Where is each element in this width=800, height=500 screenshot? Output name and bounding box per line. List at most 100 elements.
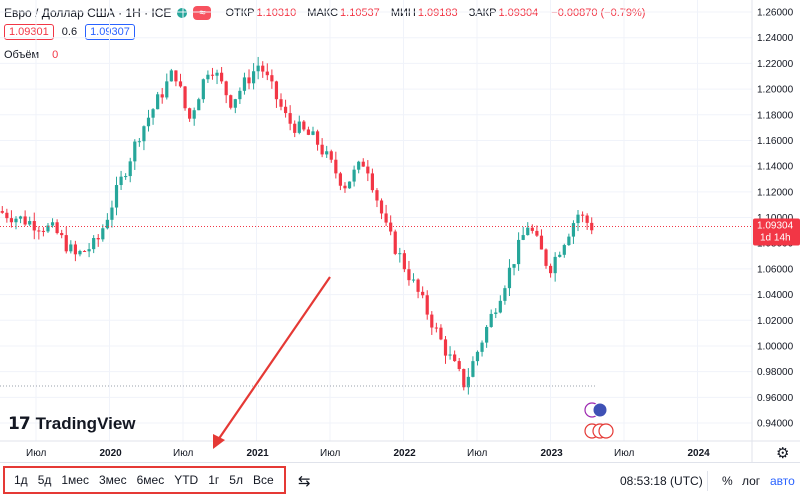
candle-body: [407, 269, 411, 281]
candle-body: [352, 169, 356, 182]
candle-body: [548, 265, 553, 274]
volume-legend: Объём 0: [4, 49, 58, 61]
candle-body: [343, 185, 347, 189]
ohlc-change-value: −0.00870 (−0.79%): [551, 7, 646, 19]
candle-body: [114, 185, 119, 208]
time-tick-label: Июл: [467, 448, 487, 459]
gear-icon[interactable]: ⚙: [776, 445, 790, 462]
candle-body: [128, 161, 132, 177]
volume-label[interactable]: Объём: [4, 49, 40, 61]
candle-body: [434, 327, 438, 329]
ohlc-close-value: 1.09304: [498, 7, 539, 19]
range-button-1m[interactable]: 1мес: [61, 473, 89, 487]
candle-body: [183, 86, 187, 109]
range-button-1y[interactable]: 1г: [208, 473, 220, 487]
flag-marker-icon[interactable]: [598, 423, 614, 439]
time-tick-label: Июл: [320, 448, 340, 459]
ohlc-values: ОТКР 1.10310 МАКС 1.10537 МИН 1.09183 ЗАКР 1…: [225, 7, 653, 19]
candle-body: [165, 81, 169, 98]
time-tick-label: 2024: [688, 448, 711, 459]
candle-body: [18, 216, 23, 219]
candle-body: [206, 74, 210, 80]
range-button-all[interactable]: Все: [252, 473, 274, 487]
price-tick-label: 1.04000: [757, 290, 794, 301]
compare-icon[interactable]: ⇆: [298, 473, 311, 490]
sell-price-button[interactable]: 1.09301: [4, 24, 54, 40]
candle-body: [201, 79, 205, 100]
candle-body: [142, 126, 146, 142]
chart-legend: Евро / Доллар США · 1Н · ICE ≈ ОТКР 1.103…: [4, 5, 653, 21]
tradingview-wordmark: TradingView: [35, 414, 136, 433]
wave-icon[interactable]: ≈: [193, 6, 212, 20]
candle-body: [274, 81, 279, 100]
candle-body: [261, 65, 265, 72]
candle-body: [539, 235, 544, 250]
log-scale-toggle[interactable]: лог: [742, 474, 761, 488]
candle-body: [215, 72, 219, 76]
price-tick-label: 1.24000: [757, 33, 794, 44]
time-axis[interactable]: Июл 2020 Июл 2021 Июл 2022 Июл 2023 Июл 2024: [26, 448, 710, 459]
candle-body: [283, 106, 288, 114]
last-price-label: 1.09304: [757, 220, 794, 231]
candle-body: [411, 279, 416, 281]
candle-body: [37, 230, 41, 232]
candle-body: [146, 117, 151, 127]
candle-body: [233, 99, 237, 108]
range-button-5y[interactable]: 5л: [229, 473, 243, 487]
market-status-icon[interactable]: [177, 8, 188, 18]
candle-body: [46, 225, 50, 232]
volume-value: 0: [52, 49, 59, 61]
range-button-3m[interactable]: 3мес: [98, 473, 127, 487]
utc-time[interactable]: 08:53:18 (UTC): [620, 474, 703, 488]
bottom-toolbar: 1д 5д 1мес 3мес 6мес YTD 1г 5л Все ⇆ 08:…: [0, 462, 800, 500]
candle-body: [489, 313, 493, 327]
price-tick-label: 1.18000: [757, 110, 794, 121]
range-button-ytd[interactable]: YTD: [174, 473, 199, 487]
range-button-5d[interactable]: 5д: [37, 473, 52, 487]
time-tick-label: Июл: [26, 448, 46, 459]
candle-body: [14, 218, 18, 223]
candle-body: [576, 214, 580, 224]
symbol-title[interactable]: Евро / Доллар США · 1Н · ICE: [4, 6, 172, 20]
candle-body: [174, 70, 178, 82]
ohlc-high-value: 1.10537: [340, 7, 380, 19]
candle-body: [137, 141, 141, 143]
ohlc-open-value: 1.10310: [256, 7, 297, 19]
candle-body: [421, 291, 425, 296]
price-tick-label: 1.22000: [757, 59, 794, 70]
candle-body: [247, 77, 251, 84]
candle-body: [160, 94, 164, 98]
candle-body: [242, 77, 247, 91]
tradingview-logo[interactable]: 𝟭𝟳 TradingView: [8, 414, 136, 434]
event-markers[interactable]: [584, 402, 614, 439]
date-range-buttons: 1д 5д 1мес 3мес 6мес YTD 1г 5л Все: [3, 466, 286, 494]
candle-body: [379, 200, 384, 214]
range-button-6m[interactable]: 6мес: [136, 473, 165, 487]
event-marker-icon[interactable]: [592, 402, 608, 418]
candle-body: [457, 361, 461, 369]
candle-body: [178, 81, 183, 87]
candle-body: [302, 121, 306, 130]
time-tick-label: 2023: [541, 448, 564, 459]
candle-body: [64, 235, 68, 252]
candle-body: [357, 161, 361, 170]
candle-body: [526, 227, 530, 236]
candle-body: [192, 110, 196, 119]
auto-scale-toggle[interactable]: авто: [770, 474, 795, 488]
candle-body: [101, 228, 105, 240]
candle-body: [521, 235, 525, 240]
candle-body: [416, 279, 420, 292]
price-tick-label: 1.14000: [757, 162, 794, 173]
candle-body: [32, 221, 36, 231]
candle-body: [370, 173, 374, 191]
candle-body: [60, 233, 64, 236]
chart-grid: [0, 0, 752, 441]
candle-body: [197, 99, 201, 111]
candle-body: [580, 214, 585, 216]
range-button-1d[interactable]: 1д: [14, 473, 28, 487]
percent-scale-toggle[interactable]: %: [722, 474, 733, 488]
price-chart[interactable]: 1.26000 1.24000 1.22000 1.20000 1.18000 1.160…: [0, 0, 800, 462]
candle-body: [325, 151, 329, 155]
candle-body: [55, 222, 59, 234]
candle-body: [425, 295, 429, 315]
